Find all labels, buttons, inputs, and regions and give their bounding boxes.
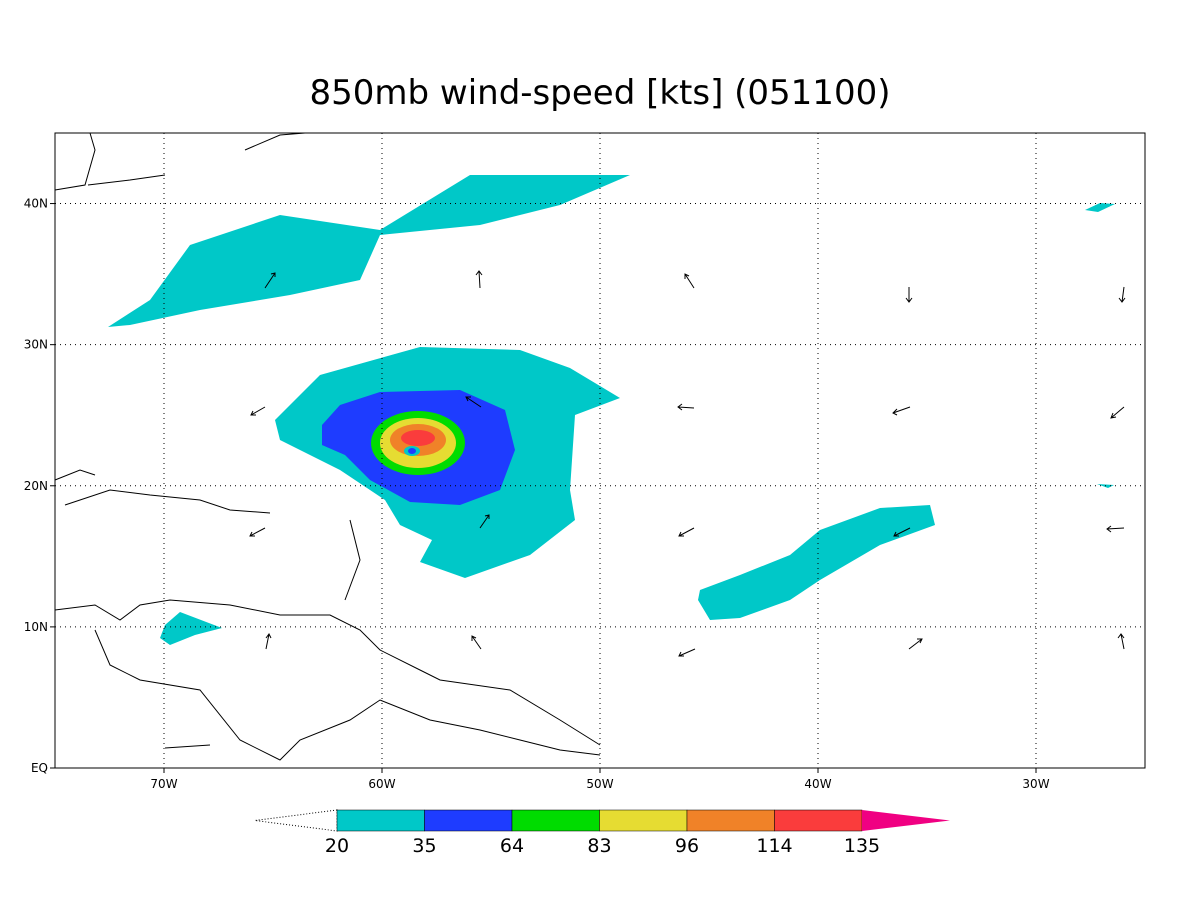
colorbar-box bbox=[424, 809, 513, 832]
wind-arrow bbox=[1106, 525, 1125, 533]
x-tick-label: 60W bbox=[368, 777, 395, 791]
colorbar-label: 96 bbox=[675, 835, 699, 857]
colorbar-extension bbox=[254, 809, 338, 832]
colorbar-box bbox=[511, 809, 600, 832]
title: 850mb wind-speed [kts] (051100) bbox=[310, 73, 891, 113]
y-tick-label: EQ bbox=[31, 761, 48, 775]
y-tick-label: 20N bbox=[24, 479, 48, 493]
contour bbox=[160, 612, 222, 645]
y-tick-label: 30N bbox=[24, 338, 48, 352]
wind-arrow bbox=[905, 287, 913, 303]
wind-arrow bbox=[465, 396, 482, 408]
wind-arrow bbox=[471, 635, 482, 650]
contour bbox=[108, 175, 630, 327]
colorbar-label: 135 bbox=[844, 835, 880, 857]
contour bbox=[698, 505, 935, 620]
contour bbox=[1085, 203, 1115, 212]
contour bbox=[408, 448, 416, 454]
colorbar-label: 20 bbox=[325, 835, 349, 857]
wind-arrow bbox=[892, 406, 911, 416]
colorbar-box bbox=[336, 809, 425, 832]
colorbar-label: 35 bbox=[412, 835, 436, 857]
wind-arrow bbox=[475, 270, 483, 289]
wind-arrow bbox=[264, 272, 276, 289]
colorbar-extension bbox=[862, 810, 950, 831]
wind-arrow bbox=[250, 406, 266, 416]
wind-arrow bbox=[1117, 633, 1125, 650]
x-tick-label: 70W bbox=[150, 777, 177, 791]
wind-vectors bbox=[249, 270, 1126, 657]
colorbar-label: 114 bbox=[756, 835, 792, 857]
wind-arrow bbox=[677, 403, 695, 411]
y-tick-label: 40N bbox=[24, 197, 48, 211]
coastlines bbox=[54, 132, 601, 761]
x-tick-label: 50W bbox=[586, 777, 613, 791]
y-tick-label: 10N bbox=[24, 620, 48, 634]
coastline bbox=[54, 132, 601, 761]
colorbar-label: 64 bbox=[500, 835, 524, 857]
colorbar-label: 83 bbox=[587, 835, 611, 857]
wind-arrow bbox=[678, 527, 695, 537]
wind-arrow bbox=[684, 273, 695, 289]
wind-arrow bbox=[265, 633, 272, 650]
colorbar-box bbox=[686, 809, 775, 832]
wind-arrow bbox=[249, 527, 266, 537]
wind-contours bbox=[108, 175, 1115, 645]
wind-arrow bbox=[893, 527, 911, 537]
x-tick-label: 30W bbox=[1022, 777, 1049, 791]
wind-arrow bbox=[908, 638, 923, 650]
x-tick-label: 40W bbox=[804, 777, 831, 791]
wind-arrow bbox=[678, 648, 696, 657]
wind-arrow bbox=[479, 514, 490, 529]
wind-arrow bbox=[1110, 406, 1125, 419]
colorbar-box bbox=[599, 809, 688, 832]
wind-arrow bbox=[1118, 286, 1126, 303]
contour bbox=[401, 430, 435, 446]
colorbar-box bbox=[774, 809, 863, 832]
